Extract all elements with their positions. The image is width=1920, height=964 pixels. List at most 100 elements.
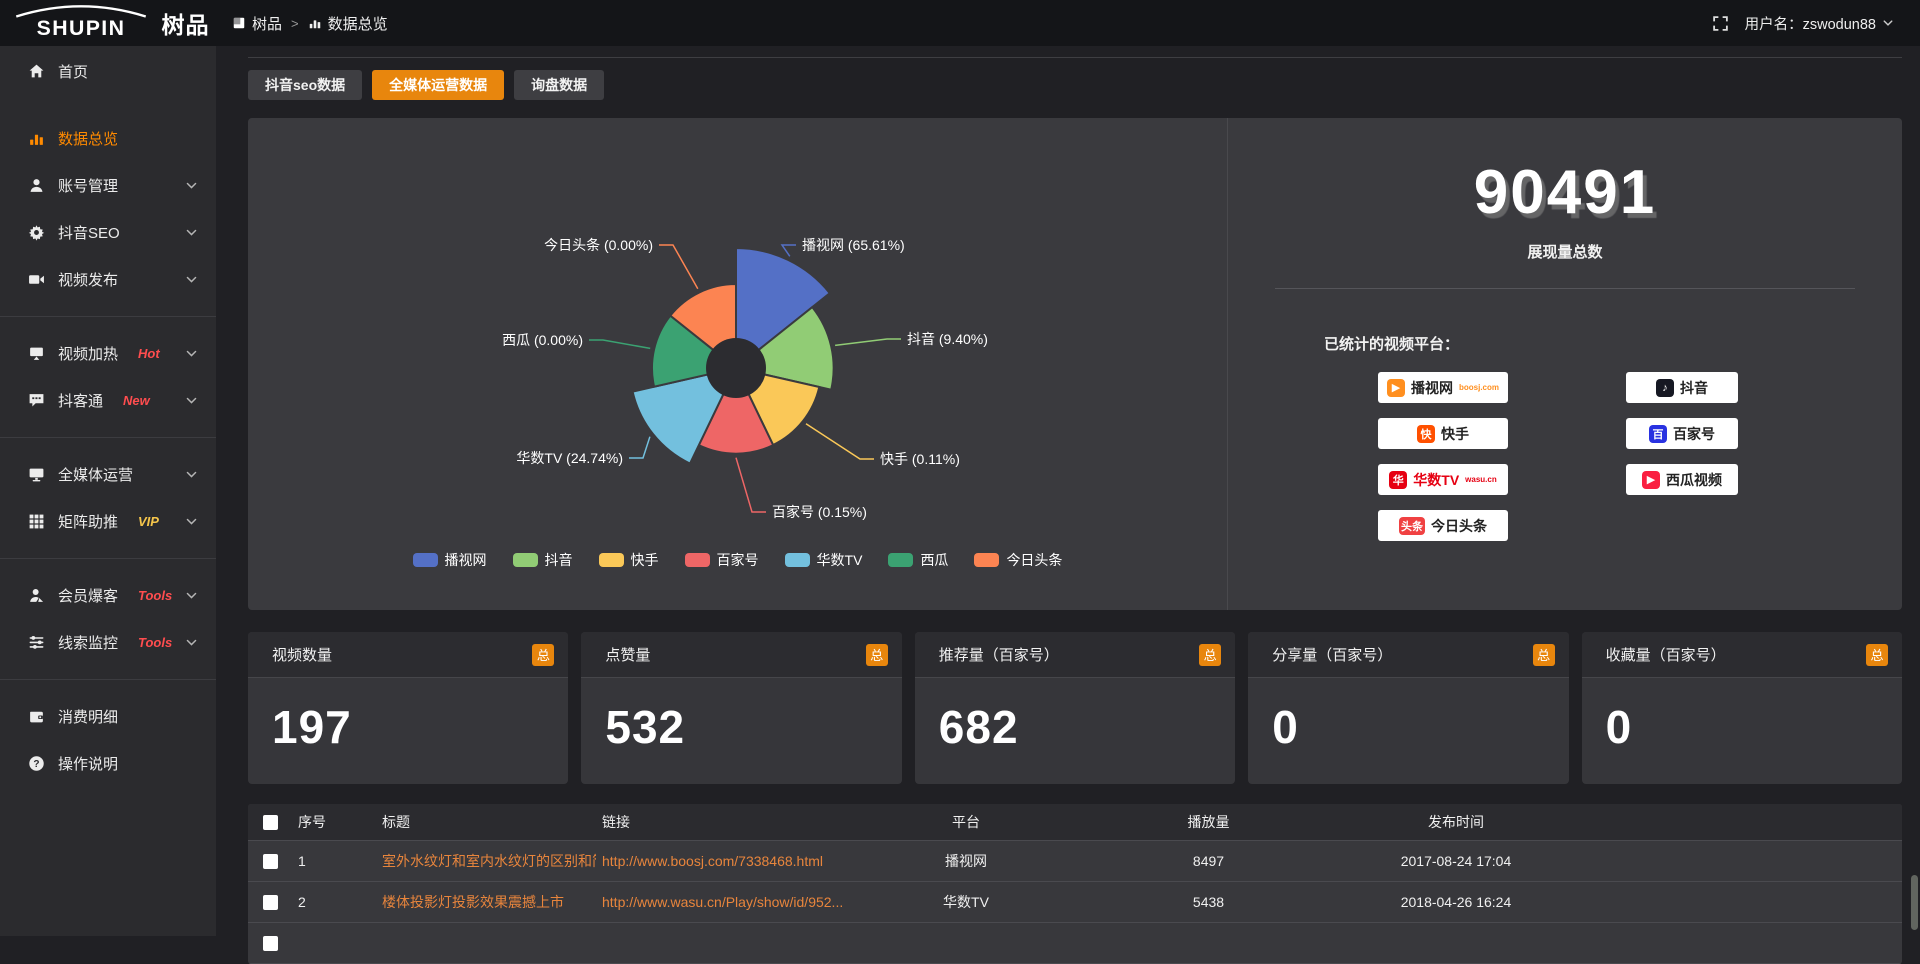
wallet-icon [28,708,45,725]
cell-url-link[interactable]: http://www.boosj.com/7338468.html [596,853,846,869]
chevron-down-icon [185,179,198,192]
pie-label: 西瓜 (0.00%) [502,332,583,348]
donut-hole [706,338,766,398]
cell-title-link[interactable]: 室外水纹灯和室内水纹灯的区别和简介 [376,851,596,871]
platform-badge: ▶ 播视网 boosj.com [1378,372,1508,403]
platform-name: 播视网 [1411,378,1453,398]
pie-label-line [589,340,650,348]
platform-logo-icon: ▶ [1642,471,1660,489]
sidebar-item-video-publish[interactable]: 视频发布 [0,256,216,303]
pie-label-line [629,437,650,458]
legend-item[interactable]: 百家号 [685,550,759,570]
cell-url-link[interactable]: http://www.wasu.cn/Play/show/id/952... [596,894,846,910]
platform-badge: ▶ 西瓜视频 [1626,464,1738,495]
row-checkbox[interactable] [263,854,278,869]
table-row [248,923,1902,964]
sidebar-item-matrix-boost[interactable]: 矩阵助推 VIP [0,498,216,545]
platform-logo-icon: 快 [1417,425,1435,443]
breadcrumb-item-home[interactable]: 树品 [232,13,282,34]
legend-item[interactable]: 西瓜 [888,550,948,570]
legend-item[interactable]: 今日头条 [974,550,1062,570]
stat-cards-row: 视频数量 总 197 点赞量 总 532 推荐量（百家号） 总 682 分享量（… [248,632,1902,784]
chevron-down-icon [185,468,198,481]
row-checkbox[interactable] [263,936,278,951]
sidebar-item-account-management[interactable]: 账号管理 [0,162,216,209]
legend-swatch [785,553,810,567]
table-row: 2 楼体投影灯投影效果震撼上市 http://www.wasu.cn/Play/… [248,882,1902,923]
chevron-down-icon [185,226,198,239]
chart-panel: 播视网 (65.61%)抖音 (9.40%)快手 (0.11%)百家号 (0.1… [248,118,1902,610]
row-checkbox[interactable] [263,895,278,910]
sidebar-item-label: 账号管理 [58,175,118,196]
sidebar-item-member-baoke[interactable]: 会员爆客 Tools [0,572,216,619]
breadcrumb-item-current[interactable]: 数据总览 [308,13,388,34]
sidebar-item-label: 抖客通 [58,390,103,411]
chevron-down-icon [185,394,198,407]
legend-swatch [685,553,710,567]
sidebar-item-label: 会员爆客 [58,585,118,606]
legend-swatch [888,553,913,567]
legend-item[interactable]: 抖音 [513,550,573,570]
sidebar-item-tag: New [123,393,150,408]
bar-chart-icon [308,16,322,30]
sidebar-item-douketong[interactable]: 抖客通 New [0,377,216,424]
sidebar-item-data-overview[interactable]: 数据总览 [0,115,216,162]
sidebar-item-home[interactable]: 首页 [0,48,216,95]
pie-label: 今日头条 (0.00%) [544,237,653,253]
sidebar-item-operation-guide[interactable]: ? 操作说明 [0,740,216,787]
pie-label: 抖音 (9.40%) [907,331,988,347]
column-header: 标题 [376,812,596,832]
platform-logo-icon: ♪ [1656,379,1674,397]
brand-logo[interactable]: SHUPIN 树品 [0,4,216,42]
pie-label: 华数TV (24.74%) [516,450,623,466]
stat-card-title: 推荐量（百家号） [939,644,1059,665]
stat-card-value: 532 [581,678,901,754]
tab-all-media-operation-data[interactable]: 全媒体运营数据 [372,70,504,100]
pie-label-line [835,339,901,345]
platform-column-2: ♪ 抖音 百 百家号 ▶ 西瓜视频 [1626,372,1738,541]
platform-name: 抖音 [1680,378,1708,398]
select-all-checkbox[interactable] [263,815,278,830]
sidebar-item-all-media-operation[interactable]: 全媒体运营 [0,451,216,498]
gear-icon [28,224,45,241]
sidebar-item-tag: Tools [138,588,172,603]
legend-label: 快手 [631,550,659,570]
sidebar-item-clue-monitoring[interactable]: 线索监控 Tools [0,619,216,666]
sidebar-item-video-heating[interactable]: 视频加热 Hot [0,330,216,377]
stat-card-header: 推荐量（百家号） 总 [915,632,1235,678]
platforms-label: 已统计的视频平台： [1324,333,1902,354]
scrollbar-thumb[interactable] [1911,875,1918,930]
legend-item[interactable]: 播视网 [413,550,487,570]
sidebar-item-consumption-details[interactable]: 消费明细 [0,693,216,740]
platform-sub: wasu.cn [1465,475,1497,484]
stat-card-value: 682 [915,678,1235,754]
column-header: 播放量 [1086,812,1331,832]
home-icon [28,63,45,80]
total-badge: 总 [532,644,554,666]
stat-card-header: 收藏量（百家号） 总 [1582,632,1902,678]
legend-label: 播视网 [445,550,487,570]
breadcrumb-separator: > [291,16,299,31]
user-menu[interactable]: 用户名：zswodun88 [1745,13,1894,34]
tab-douyin-seo-data[interactable]: 抖音seo数据 [248,70,362,100]
chart-legend: 播视网 抖音 快手 百家号 华数TV 西瓜 今日头条 [248,550,1227,570]
platform-column-1: ▶ 播视网 boosj.com 快 快手 华 华数TV wasu.cn 头条 今… [1378,372,1508,541]
sidebar-item-douyin-seo[interactable]: 抖音SEO [0,209,216,256]
sidebar-item-label: 首页 [58,61,88,82]
summary-divider [1275,288,1855,289]
header-right: 用户名：zswodun88 [1712,13,1920,34]
legend-item[interactable]: 华数TV [785,550,863,570]
sidebar-divider [0,437,216,438]
platform-badge: 华 华数TV wasu.cn [1378,464,1508,495]
stat-card-title: 分享量（百家号） [1272,644,1392,665]
cell-title-link[interactable]: 楼体投影灯投影效果震撼上市 [376,892,596,912]
pie-label-line [659,245,698,289]
total-impressions-label: 展现量总数 [1228,241,1902,262]
legend-item[interactable]: 快手 [599,550,659,570]
rose-chart: 播视网 (65.61%)抖音 (9.40%)快手 (0.11%)百家号 (0.1… [248,118,1227,543]
fullscreen-icon[interactable] [1712,15,1729,32]
main-content: 抖音seo数据全媒体运营数据询盘数据 播视网 (65.61%)抖音 (9.40%… [216,46,1920,936]
question-icon: ? [28,755,45,772]
tab-inquiry-data[interactable]: 询盘数据 [514,70,604,100]
legend-swatch [413,553,438,567]
